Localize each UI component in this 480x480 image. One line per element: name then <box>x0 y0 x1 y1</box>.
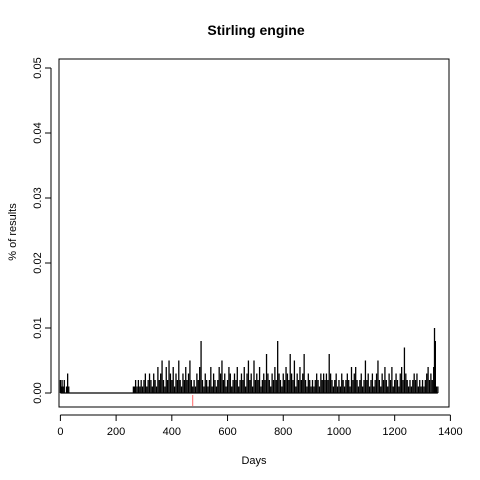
plot-area <box>58 58 450 408</box>
y-tick-label-3: 0.03 <box>32 187 44 208</box>
y-tick-label-4: 0.04 <box>32 122 44 143</box>
plot-frame <box>58 58 450 408</box>
x-tick-label-0: 0 <box>57 426 63 438</box>
y-axis: 0.00 0.01 0.02 0.03 0.04 0.05 <box>32 57 52 404</box>
y-tick-label-1: 0.01 <box>32 317 44 338</box>
y-tick-label-2: 0.02 <box>32 252 44 273</box>
x-tick-label-5: 1000 <box>327 426 351 438</box>
x-tick-label-2: 400 <box>163 426 181 438</box>
x-axis: 0 200 400 600 800 1000 1200 1400 <box>57 414 463 438</box>
x-tick-label-6: 1200 <box>382 426 406 438</box>
y-tick-label-0: 0.00 <box>32 382 44 403</box>
x-tick-label-4: 800 <box>274 426 292 438</box>
x-tick-label-7: 1400 <box>438 426 462 438</box>
bars <box>59 328 439 394</box>
y-axis-label: % of results <box>7 203 19 261</box>
chart-title: Stirling engine <box>207 22 304 38</box>
x-tick-label-1: 200 <box>107 426 125 438</box>
x-axis-label: Days <box>241 455 267 467</box>
x-tick-label-3: 600 <box>218 426 236 438</box>
y-tick-label-5: 0.05 <box>32 57 44 78</box>
